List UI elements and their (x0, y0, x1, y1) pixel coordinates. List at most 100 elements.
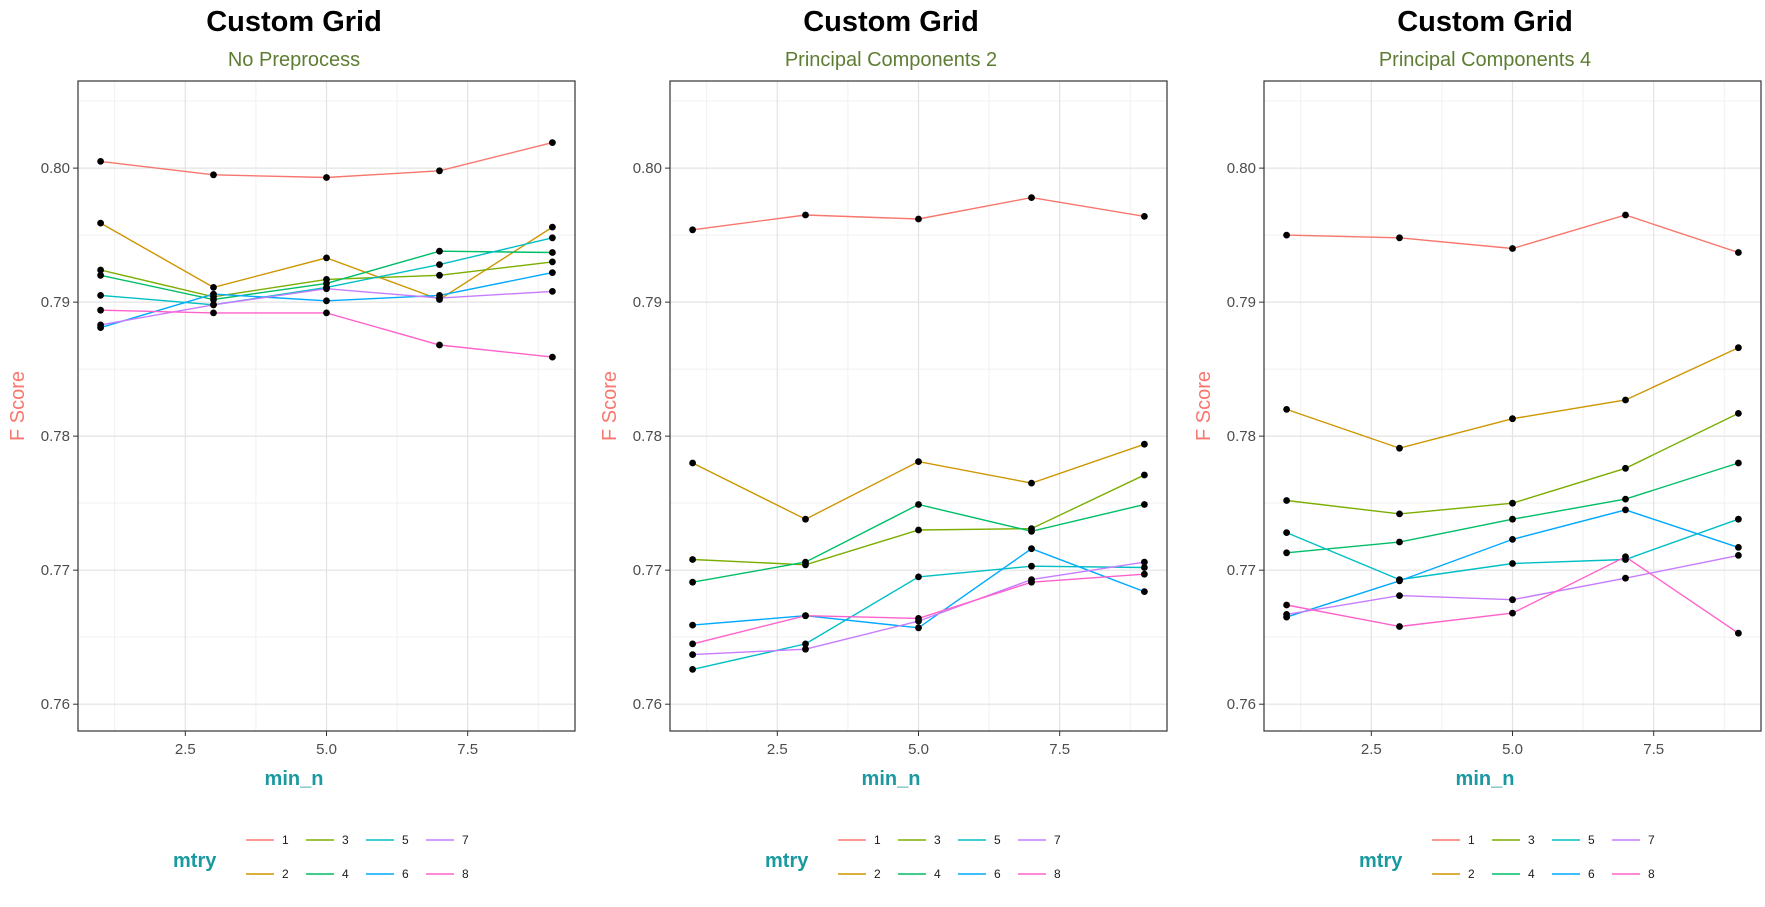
x-tick-label: 2.5 (175, 741, 196, 758)
legend-label: 1 (282, 833, 289, 847)
data-point (436, 247, 443, 255)
data-point (436, 271, 443, 279)
x-axis-ticks: 2.5 5.0 7.5 (1361, 731, 1664, 758)
panel-border (669, 80, 1168, 732)
x-axis-title: min_n (1456, 768, 1515, 790)
y-tick-label: 0.78 (41, 428, 70, 445)
x-tick-label: 2.5 (1361, 741, 1382, 758)
chart-panel-3: Custom Grid Principal Components 4 2.5 5.0 7… (1193, 6, 1762, 881)
data-point (1396, 538, 1403, 546)
data-point (1283, 406, 1290, 413)
data-point (689, 578, 696, 586)
data-point (1396, 444, 1403, 452)
x-tick-label: 5.0 (908, 741, 929, 758)
chart-subtitle: Principal Components 2 (785, 49, 997, 71)
data-point (1283, 549, 1290, 557)
data-point (549, 249, 556, 256)
data-point (97, 158, 104, 165)
data-point (549, 234, 556, 242)
data-point (915, 215, 922, 223)
data-point (802, 515, 809, 523)
data-point (1396, 592, 1403, 599)
data-point (549, 288, 556, 295)
x-axis-ticks: 2.5 5.0 7.5 (175, 731, 478, 758)
data-points (689, 194, 1148, 673)
data-point (97, 271, 104, 279)
panel-border (1263, 80, 1762, 732)
legend-label: 6 (1588, 867, 1595, 881)
data-point (1735, 410, 1742, 417)
data-point (915, 526, 922, 534)
data-point (1509, 609, 1516, 617)
gridlines (670, 81, 1167, 731)
x-tick-label: 2.5 (767, 741, 788, 758)
legend: mtry 1 2 3 4 5 6 7 8 (765, 833, 1061, 881)
data-point (1622, 574, 1629, 582)
data-point (323, 309, 330, 317)
data-point (1622, 506, 1629, 514)
data-point (97, 321, 104, 329)
gridlines (78, 81, 575, 731)
data-point (1622, 553, 1629, 561)
legend-label: 7 (1648, 833, 1655, 847)
y-tick-label: 0.77 (1227, 562, 1256, 579)
data-point (210, 284, 217, 291)
data-point (1735, 344, 1742, 352)
data-point (436, 261, 443, 268)
data-point (689, 556, 696, 563)
legend-label: 6 (994, 867, 1001, 881)
data-point (802, 640, 809, 648)
data-point (802, 612, 809, 620)
legend-label: 2 (874, 867, 881, 881)
data-point (436, 167, 443, 175)
data-point (549, 258, 556, 266)
legend: mtry 1 2 3 4 5 6 7 8 (173, 833, 469, 881)
data-point (97, 306, 104, 314)
data-point (1028, 578, 1035, 586)
data-point (1028, 479, 1035, 487)
y-tick-label: 0.78 (1227, 428, 1256, 445)
data-point (323, 254, 330, 262)
data-point (1735, 552, 1742, 559)
x-tick-label: 7.5 (1049, 741, 1070, 758)
data-point (549, 223, 556, 231)
x-axis-title: min_n (265, 768, 324, 790)
legend-label: 7 (1054, 833, 1061, 847)
legend-label: 3 (342, 833, 349, 847)
data-point (1283, 231, 1290, 239)
data-point (802, 211, 809, 219)
y-tick-label: 0.76 (1227, 696, 1256, 713)
data-point (1509, 596, 1516, 604)
data-point (1028, 562, 1035, 570)
y-tick-label: 0.79 (1227, 294, 1256, 311)
data-point (1396, 510, 1403, 518)
data-point (1622, 211, 1629, 219)
data-point (549, 139, 556, 147)
data-point (1141, 213, 1148, 220)
legend-label: 8 (462, 867, 469, 881)
data-point (1509, 560, 1516, 567)
legend-label: 1 (1468, 833, 1475, 847)
y-tick-label: 0.80 (633, 160, 662, 177)
y-tick-label: 0.77 (41, 562, 70, 579)
data-point (1283, 529, 1290, 536)
data-point (1141, 501, 1148, 508)
data-points (97, 139, 556, 361)
legend-label: 5 (402, 833, 409, 847)
y-tick-label: 0.79 (633, 294, 662, 311)
data-point (1028, 545, 1035, 553)
legend-label: 3 (1528, 833, 1535, 847)
data-point (1509, 536, 1516, 543)
data-point (1509, 245, 1516, 252)
data-point (1028, 527, 1035, 535)
data-point (210, 309, 217, 317)
x-tick-label: 7.5 (457, 741, 478, 758)
chart-subtitle: Principal Components 4 (1379, 49, 1591, 71)
panel-border (77, 80, 576, 732)
legend-label: 3 (934, 833, 941, 847)
data-point (1735, 544, 1742, 551)
legend-title: mtry (173, 850, 217, 872)
data-point (97, 292, 104, 299)
chart-title: Custom Grid (206, 6, 382, 38)
data-point (1509, 515, 1516, 523)
